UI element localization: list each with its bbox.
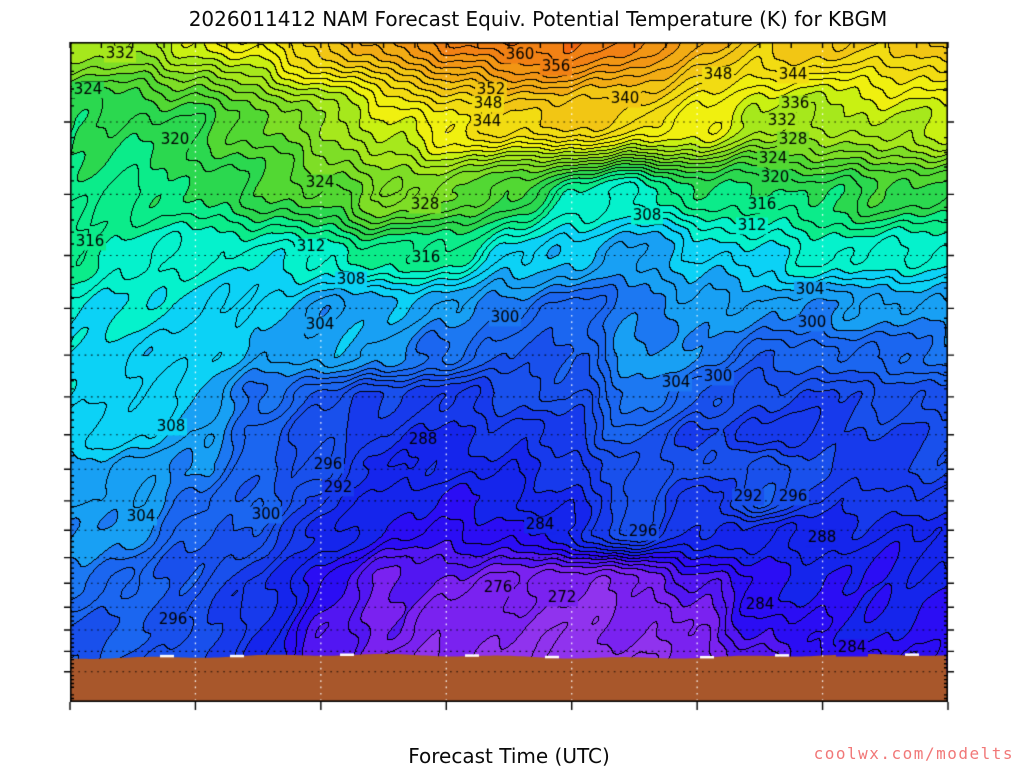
chart-title: 2026011412 NAM Forecast Equiv. Potential… bbox=[188, 7, 888, 31]
colorbar-canvas bbox=[950, 48, 990, 666]
contour-plot-canvas bbox=[58, 30, 960, 716]
x-axis-title: Forecast Time (UTC) bbox=[408, 744, 610, 768]
watermark: coolwx.com/modelts bbox=[813, 744, 1014, 763]
